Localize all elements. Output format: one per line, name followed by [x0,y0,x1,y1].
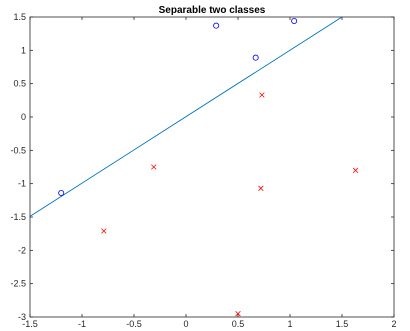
data-point-cross [352,167,359,174]
y-tick-label: 0.5 [13,79,26,89]
separating-line [29,16,343,217]
data-point-circle [291,17,298,24]
data-point-cross [258,185,264,192]
x-tick-label: -1.5 [22,319,38,329]
data-point-cross [235,310,241,317]
x-tick-label: 0 [183,319,188,329]
data-point-circle [58,189,65,196]
data-point-circle [213,22,220,29]
data-point-cross [101,228,107,234]
y-tick-label: -1.5 [10,212,26,222]
y-tick-label: -3 [18,312,26,322]
x-tick-label: 1 [287,319,292,329]
data-point-cross [259,92,265,98]
x-tick-label: -0.5 [126,319,142,329]
x-tick-label: 2 [391,319,396,329]
y-tick-label: -2.5 [10,279,26,289]
y-tick-label: -1 [18,179,26,189]
x-tick-label: 1.5 [336,319,349,329]
y-tick-label: 0 [21,112,26,122]
chart-title: Separable two classes [159,5,266,16]
x-tick-label: -1 [78,319,86,329]
data-point-circle [252,54,259,61]
axes-box [29,16,395,318]
y-tick-label: 1.5 [13,12,26,22]
x-tick-label: 0.5 [232,319,245,329]
y-tick-label: -2 [18,245,26,255]
y-tick-label: 1 [21,45,26,55]
data-point-cross [151,164,157,170]
y-tick-label: -0.5 [10,145,26,155]
